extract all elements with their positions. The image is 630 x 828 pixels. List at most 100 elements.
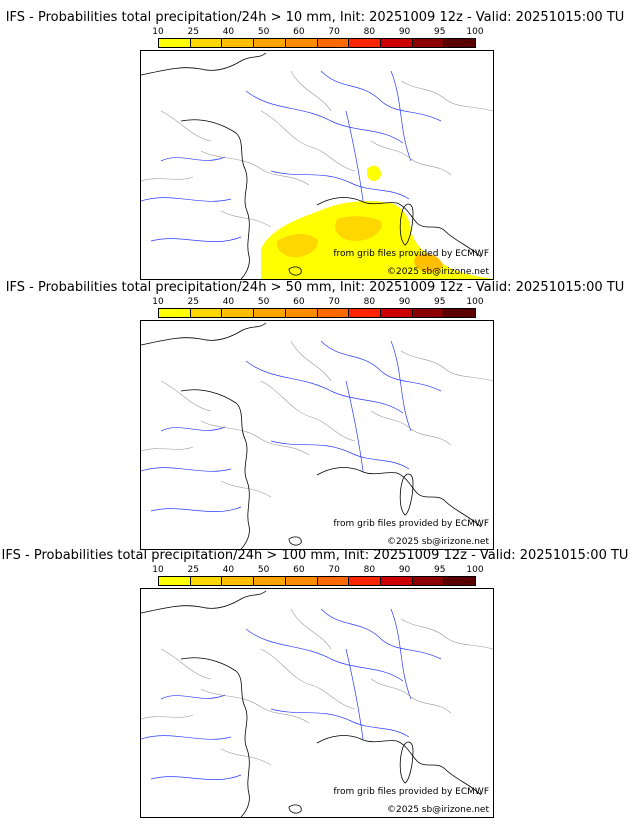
colorbar-tick-label: 80 [363,565,376,575]
coastline [180,389,250,549]
river-line [141,197,232,202]
map-svg [141,52,493,279]
colorbar-swatch [159,39,191,47]
corsica-island [399,741,414,784]
coastline [316,467,482,528]
colorbar [158,38,476,48]
colorbar-swatch [444,39,476,47]
colorbar-tick-label: 60 [293,565,305,575]
map-svg [141,590,493,817]
colorbar-ticks: 10 25 40 50 60 70 80 90 95 100 [152,565,483,577]
river-line [345,648,364,740]
border-line [141,446,194,452]
border-line [260,648,356,710]
colorbar-swatch [222,309,255,317]
colorbar-tick-label: 90 [398,27,411,37]
coastline [180,657,250,817]
border-line [260,380,356,442]
river-line [270,708,410,738]
forecast-panel-50mm: IFS - Probabilities total precipitation/… [0,280,630,550]
precip-map: from grib files provided by ECMWF ©2025 … [140,320,494,550]
colorbar-tick-label: 90 [398,565,411,575]
river-line [270,440,410,470]
colorbar-swatch [190,309,223,317]
river-line [245,628,404,682]
river-line [150,774,242,780]
precip-area-40-50 [414,253,443,273]
border-line [370,678,452,714]
river-line [150,236,242,242]
colorbar-swatch [285,577,318,585]
colorbar-swatch [317,309,350,317]
map-svg [141,322,493,549]
border-line [370,410,452,446]
river-line [160,156,226,162]
credit-copyright: ©2025 sb@irizone.net [387,537,489,547]
credit-source: from grib files provided by ECMWF [333,519,489,529]
colorbar-tick-label: 25 [187,297,199,307]
border-line [160,110,212,142]
colorbar-swatch [380,577,413,585]
colorbar-swatch [254,309,286,317]
colorbar-swatch [317,39,350,47]
colorbar-tick-label: 90 [398,297,411,307]
colorbar-tick-label: 10 [152,565,164,575]
colorbar-swatch [349,577,381,585]
colorbar-swatch [285,39,318,47]
coastline [180,119,250,279]
colorbar-swatch [159,577,191,585]
border-line [400,350,493,382]
colorbar-swatch [222,577,255,585]
border-line [160,648,212,680]
colorbar-tick-label: 70 [328,565,340,575]
border-line [220,748,272,766]
colorbar-swatch [159,309,191,317]
colorbar-swatch [254,39,286,47]
river-line [390,70,412,162]
panel-title: IFS - Probabilities total precipitation/… [1,548,629,563]
river-line [345,380,364,472]
credit-copyright: ©2025 sb@irizone.net [387,267,489,277]
border-line [200,420,310,456]
river-line [150,506,242,512]
river-line [320,608,442,660]
river-line [160,694,226,700]
colorbar-tick-label: 100 [466,297,484,307]
river-line [390,340,412,432]
balearic-island [288,804,302,814]
panel-title: IFS - Probabilities total precipitation/… [5,10,625,25]
colorbar-swatch [254,577,286,585]
river-line [390,608,412,700]
colorbar-tick-label: 95 [434,297,446,307]
colorbar-tick-label: 60 [293,27,305,37]
border-line [370,140,452,176]
balearic-island [288,266,302,276]
colorbar-swatch [412,577,445,585]
colorbar-ticks: 10 25 40 50 60 70 80 90 95 100 [152,297,483,309]
border-line [200,150,310,186]
border-line [200,688,310,724]
forecast-panel-10mm: IFS - Probabilities total precipitation/… [0,10,630,280]
colorbar-tick-label: 100 [466,565,484,575]
colorbar [158,308,476,318]
colorbar-swatch [317,577,350,585]
border-line [220,210,272,228]
colorbar-swatch [380,309,413,317]
border-line [220,480,272,498]
colorbar-tick-label: 10 [152,297,164,307]
precip-area-25-40 [335,216,382,241]
colorbar-tick-label: 40 [222,565,235,575]
colorbar-swatch [190,577,223,585]
colorbar-swatch [222,39,255,47]
colorbar-tick-label: 80 [363,27,376,37]
colorbar-swatch [380,39,413,47]
colorbar-tick-label: 60 [293,297,305,307]
coastline [141,322,267,346]
river-line [270,170,410,200]
river-line [245,90,404,144]
coastline [316,197,482,258]
colorbar-swatch [444,577,476,585]
river-line [345,110,364,202]
colorbar-swatch [190,39,223,47]
credit-source: from grib files provided by ECMWF [333,787,489,797]
